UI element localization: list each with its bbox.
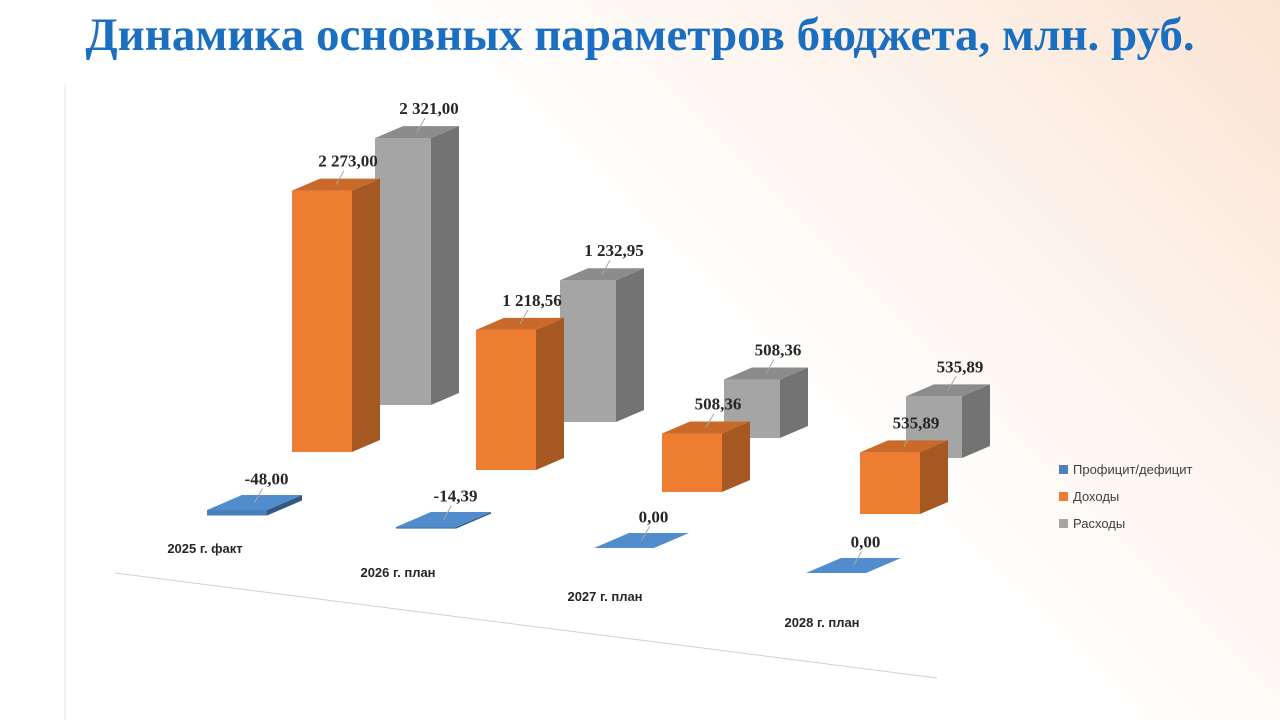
value-label: 0,00 (851, 533, 881, 552)
bar (476, 317, 564, 470)
bar-front (207, 510, 267, 516)
bar-front (662, 433, 722, 492)
leader-line (641, 526, 650, 541)
bar-front (476, 329, 536, 470)
legend-swatch (1059, 519, 1068, 528)
bar (292, 178, 380, 453)
x-tick-label: 2027 г. план (567, 589, 642, 604)
bar (662, 421, 750, 492)
leader-line (254, 488, 263, 503)
bar (396, 512, 491, 529)
leader-line (853, 551, 862, 566)
value-label: 1 232,95 (584, 241, 644, 260)
bar-front (560, 280, 616, 422)
bar (906, 384, 990, 458)
bar-side (352, 178, 380, 453)
bar (560, 268, 644, 422)
bar-side (962, 384, 990, 458)
leader-line (443, 505, 452, 520)
leader-line (601, 259, 611, 275)
legend-label: Расходы (1073, 516, 1125, 531)
bar (860, 440, 948, 514)
bar-front (860, 452, 920, 514)
leader-line (765, 359, 775, 374)
value-label: 508,36 (755, 341, 802, 360)
bar (207, 495, 302, 516)
chart-title: Динамика основных параметров бюджета, мл… (85, 9, 1195, 61)
value-label: 2 321,00 (399, 99, 459, 118)
leader-line (947, 376, 957, 391)
bar-side (616, 268, 644, 422)
value-label: 2 273,00 (318, 152, 378, 171)
bar-side (722, 421, 750, 492)
x-tick-label: 2026 г. план (360, 565, 435, 580)
value-label: -14,39 (434, 487, 478, 506)
leader-line (335, 170, 345, 185)
value-label: 535,89 (893, 413, 940, 432)
bar-front (375, 138, 431, 405)
bar-side (267, 495, 302, 516)
bar-side (431, 126, 459, 406)
bar-side (536, 317, 564, 470)
value-label: 508,36 (695, 395, 742, 414)
leader-line (705, 413, 715, 428)
bar-side (920, 440, 948, 514)
leader-line (416, 117, 426, 133)
bar (594, 533, 689, 549)
bar (806, 558, 901, 574)
legend-label: Профицит/дефицит (1073, 462, 1193, 477)
value-label: -48,00 (245, 470, 289, 489)
value-label: 1 218,56 (502, 291, 562, 310)
leader-line (519, 309, 529, 325)
legend-swatch (1059, 492, 1068, 501)
legend-swatch (1059, 465, 1068, 474)
bar-front (396, 527, 456, 529)
leader-line (903, 432, 913, 447)
legend-label: Доходы (1073, 489, 1119, 504)
x-tick-label: 2025 г. факт (167, 541, 242, 556)
bar-side (780, 367, 808, 438)
bar-side (456, 512, 491, 529)
x-tick-label: 2028 г. план (784, 615, 859, 630)
bar-front (292, 190, 352, 453)
value-label: 535,89 (937, 357, 984, 376)
bar (375, 126, 459, 406)
value-label: 0,00 (639, 508, 669, 527)
floor-line (114, 572, 938, 679)
